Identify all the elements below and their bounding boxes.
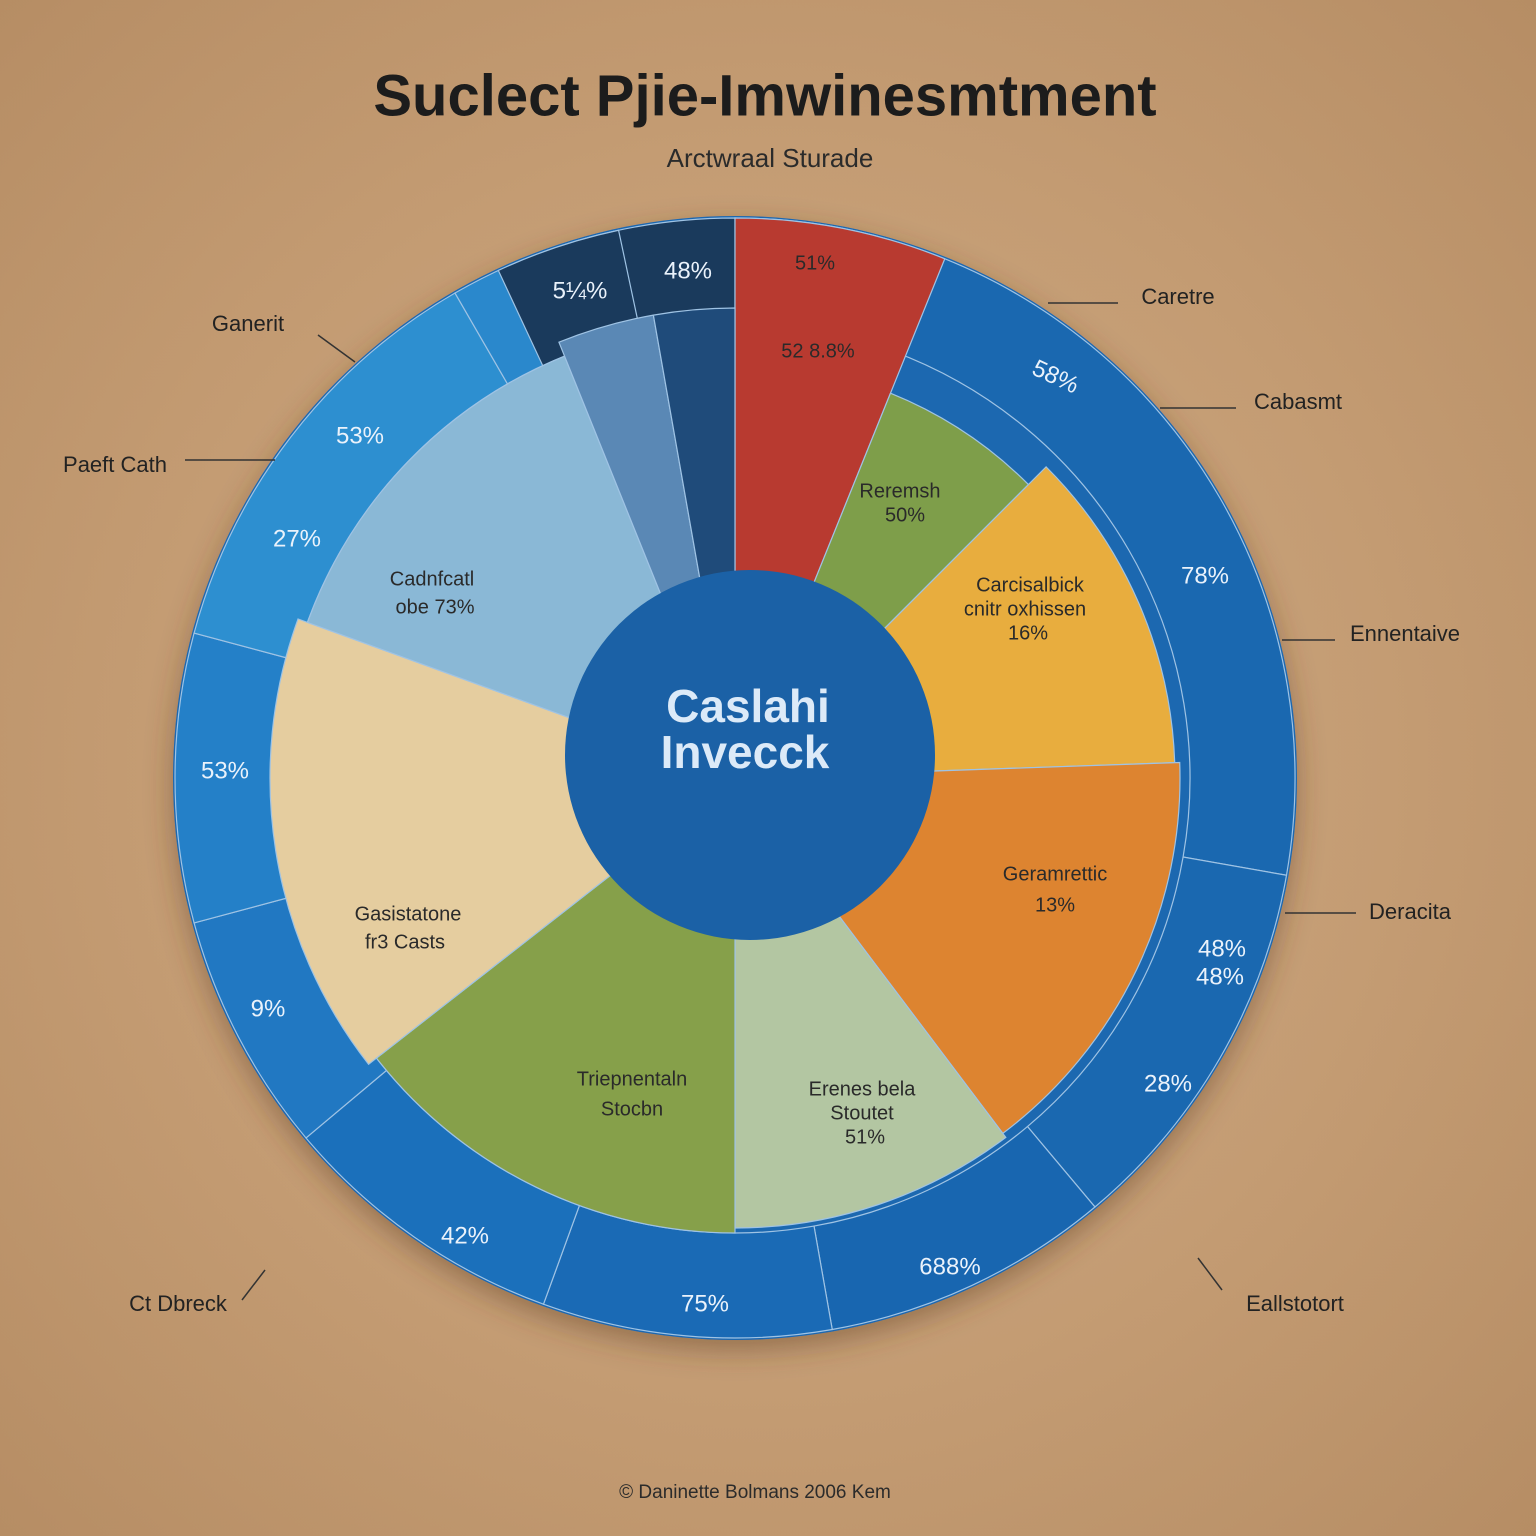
center-circle — [565, 570, 935, 940]
callout: Ennentaive — [1350, 621, 1460, 646]
segment-label: 51% — [845, 1126, 885, 1148]
segment-label: 52 8.8% — [781, 340, 855, 362]
segment-label: Reremsh — [859, 480, 940, 502]
leader-line — [1197, 1257, 1223, 1291]
title: Suclect Pjie-Imwinesmtment — [373, 63, 1156, 128]
segment-label: Geramrettic — [1003, 863, 1107, 885]
center-label: Caslahi — [666, 680, 830, 732]
segment-label: Stocbn — [601, 1098, 663, 1120]
segment-label: 51% — [795, 252, 835, 274]
subtitle: Arctwraal Sturade — [667, 143, 874, 173]
ring-label: 27% — [273, 525, 321, 552]
footer: © Daninette Bolmans 2006 Kem — [619, 1482, 891, 1503]
segment-label: Gasistatone — [355, 903, 462, 925]
callout: Cabasmt — [1254, 389, 1342, 414]
segment-label: 50% — [885, 504, 925, 526]
segment-label: cnitr oxhissen — [964, 598, 1086, 620]
ring-label: 42% — [441, 1222, 489, 1249]
segment-label: obe 73% — [396, 596, 475, 618]
callout: Paeft Cath — [63, 452, 167, 477]
callout: Deracita — [1369, 899, 1452, 924]
ring-label: 48% — [664, 257, 712, 284]
center-label: Invecck — [661, 726, 830, 778]
segment-label: Triepnentaln — [577, 1068, 687, 1090]
segment-label: Stoutet — [830, 1102, 894, 1124]
callout: Ct Dbreck — [129, 1291, 228, 1316]
segment-label: Carcisalbick — [976, 574, 1085, 596]
segment-label: Cadnfcatl — [390, 568, 475, 590]
segment-label: 16% — [1008, 622, 1048, 644]
ring-label: 75% — [681, 1290, 729, 1317]
ring-label: 5¼% — [553, 277, 608, 304]
pie-wedge — [269, 618, 737, 1066]
ring-label: 53% — [336, 422, 384, 449]
segment-labels: Reremsh 50% Carcisalbick cnitr oxhissen … — [355, 252, 1108, 1148]
ring-label: 9% — [251, 995, 286, 1022]
callout: Eallstotort — [1246, 1291, 1344, 1316]
ring-label: 48% — [1196, 963, 1244, 990]
ring-label: 78% — [1181, 562, 1229, 589]
callout: Caretre — [1141, 284, 1214, 309]
segment-label: 13% — [1035, 894, 1075, 916]
ring-label: 688% — [919, 1253, 980, 1280]
ring-labels: 48% 5¼% 58% 78% 53% 27% 53% 9% 42% 75% 6… — [201, 257, 1246, 1317]
segment-label: fr3 Casts — [365, 931, 445, 953]
segment-label: Erenes bela — [809, 1078, 917, 1100]
callouts: Ganerit Paeft Cath Caretre Cabasmt Ennen… — [63, 284, 1460, 1316]
ring-segment — [889, 251, 1296, 876]
callout: Ganerit — [212, 311, 284, 336]
leader-line — [317, 334, 356, 363]
ring-label: 28% — [1144, 1070, 1192, 1097]
leader-line — [241, 1269, 266, 1301]
ring-label: 53% — [201, 757, 249, 784]
ring-label: 48% — [1198, 935, 1246, 962]
